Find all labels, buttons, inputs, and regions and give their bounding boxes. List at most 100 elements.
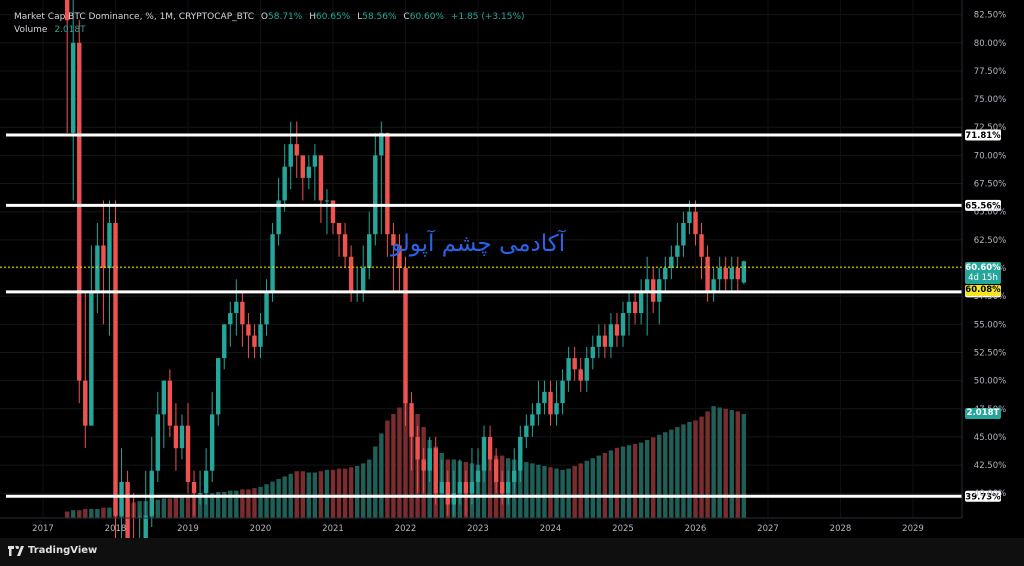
volume-bar — [137, 501, 142, 518]
volume-bar — [270, 481, 275, 518]
candle-body — [246, 324, 251, 336]
candle-body — [475, 470, 481, 482]
candle-body — [342, 234, 348, 257]
volume-bar — [536, 464, 541, 518]
volume-bar — [632, 443, 638, 518]
candle-body — [415, 436, 420, 460]
volume-bar — [101, 507, 106, 518]
open-label: O — [260, 12, 269, 22]
candle-body — [602, 335, 608, 347]
volume-bar — [342, 468, 348, 518]
candle-body — [687, 211, 692, 223]
symbol-title[interactable]: Market Cap BTC Dominance, %, 1M, CRYPTOC… — [14, 12, 255, 22]
volume-bar — [71, 510, 76, 518]
candle-body — [143, 515, 148, 539]
volume-bar — [300, 471, 305, 518]
volume-bar — [626, 445, 632, 518]
y-tick-label: 50.00% — [974, 377, 1006, 387]
close-label: C — [403, 12, 410, 22]
candle-body — [324, 200, 330, 202]
candle-body — [306, 166, 312, 178]
volume-bar — [614, 447, 620, 518]
volume-bar — [397, 407, 402, 518]
candle-body — [330, 200, 336, 223]
candle-body — [276, 200, 281, 235]
candle-body — [699, 234, 704, 257]
volume-bar — [173, 497, 179, 518]
candle-body — [234, 301, 239, 314]
volume-bar — [675, 427, 680, 518]
candle-body — [179, 425, 185, 449]
volume-bar — [681, 424, 686, 518]
volume-bar — [77, 510, 82, 518]
level-tag — [965, 490, 1001, 502]
candle-body — [397, 245, 402, 269]
candle-body — [421, 459, 426, 471]
y-tick-label: 75.00% — [974, 95, 1006, 105]
candle-body — [167, 380, 173, 426]
candle-body — [614, 324, 620, 336]
candle-body — [669, 256, 674, 269]
volume-bar — [548, 467, 553, 518]
candle-body — [367, 234, 372, 269]
volume-bar — [83, 508, 88, 518]
candle-body — [264, 290, 269, 325]
y-tick-label: 67.50% — [974, 180, 1006, 190]
candle-body — [409, 403, 414, 437]
candle-body — [560, 380, 565, 404]
candle-body — [572, 358, 577, 370]
volume-bar — [258, 486, 263, 518]
volume-bar — [596, 455, 602, 518]
candle-body — [632, 301, 638, 314]
candle-body — [288, 144, 293, 167]
volume-bar — [264, 484, 269, 518]
x-tick-label: 2018 — [105, 524, 127, 534]
volume-bar — [252, 488, 257, 518]
volume-bar — [403, 401, 408, 518]
x-tick-label: 2020 — [250, 524, 272, 534]
x-tick-label: 2027 — [757, 524, 779, 534]
candle-body — [294, 144, 299, 156]
volume-bar — [391, 414, 396, 518]
volume-bar — [354, 466, 360, 518]
candle-body — [209, 414, 215, 471]
candle-body — [318, 155, 324, 201]
candle-body — [705, 256, 710, 291]
low-label: L — [357, 12, 363, 22]
volume-label[interactable]: Volume — [14, 25, 48, 35]
candle-body — [620, 313, 626, 336]
candle-body — [149, 470, 154, 516]
horizontal-levels: 71.81%65.56%57.88%39.73% — [0, 129, 1001, 502]
candle-body — [270, 234, 275, 291]
candle-body — [300, 155, 305, 178]
volume-bar — [324, 469, 330, 518]
x-tick-label: 2021 — [322, 524, 344, 534]
tradingview-logo[interactable]: TradingView — [8, 545, 97, 556]
candle-body — [681, 222, 686, 246]
volume-bar — [566, 468, 571, 518]
volume-bar — [717, 407, 722, 518]
candle-body — [584, 358, 589, 381]
high-value: 60.65% — [316, 12, 351, 22]
candle-body — [197, 493, 203, 495]
candle-body — [506, 481, 511, 494]
candle-body — [71, 42, 76, 133]
volume-bar — [373, 446, 378, 518]
y-tick-label: 42.50% — [974, 461, 1006, 471]
low-value: 58.56% — [362, 12, 397, 22]
volume-bar — [572, 466, 577, 518]
candle-body — [675, 245, 680, 257]
candle-body — [735, 268, 740, 280]
candle-body — [723, 268, 728, 280]
open-value: 58.71% — [268, 12, 303, 22]
volume-bar — [542, 466, 547, 518]
volume-bar — [638, 442, 644, 518]
volume-bar — [651, 437, 656, 518]
volume-bar — [185, 495, 191, 518]
volume-bar — [348, 467, 354, 518]
x-tick-label: 2026 — [685, 524, 707, 534]
candle-body — [457, 481, 463, 494]
volume-bar — [379, 433, 384, 518]
yellow-level-tag: 60.08% — [965, 285, 1001, 296]
